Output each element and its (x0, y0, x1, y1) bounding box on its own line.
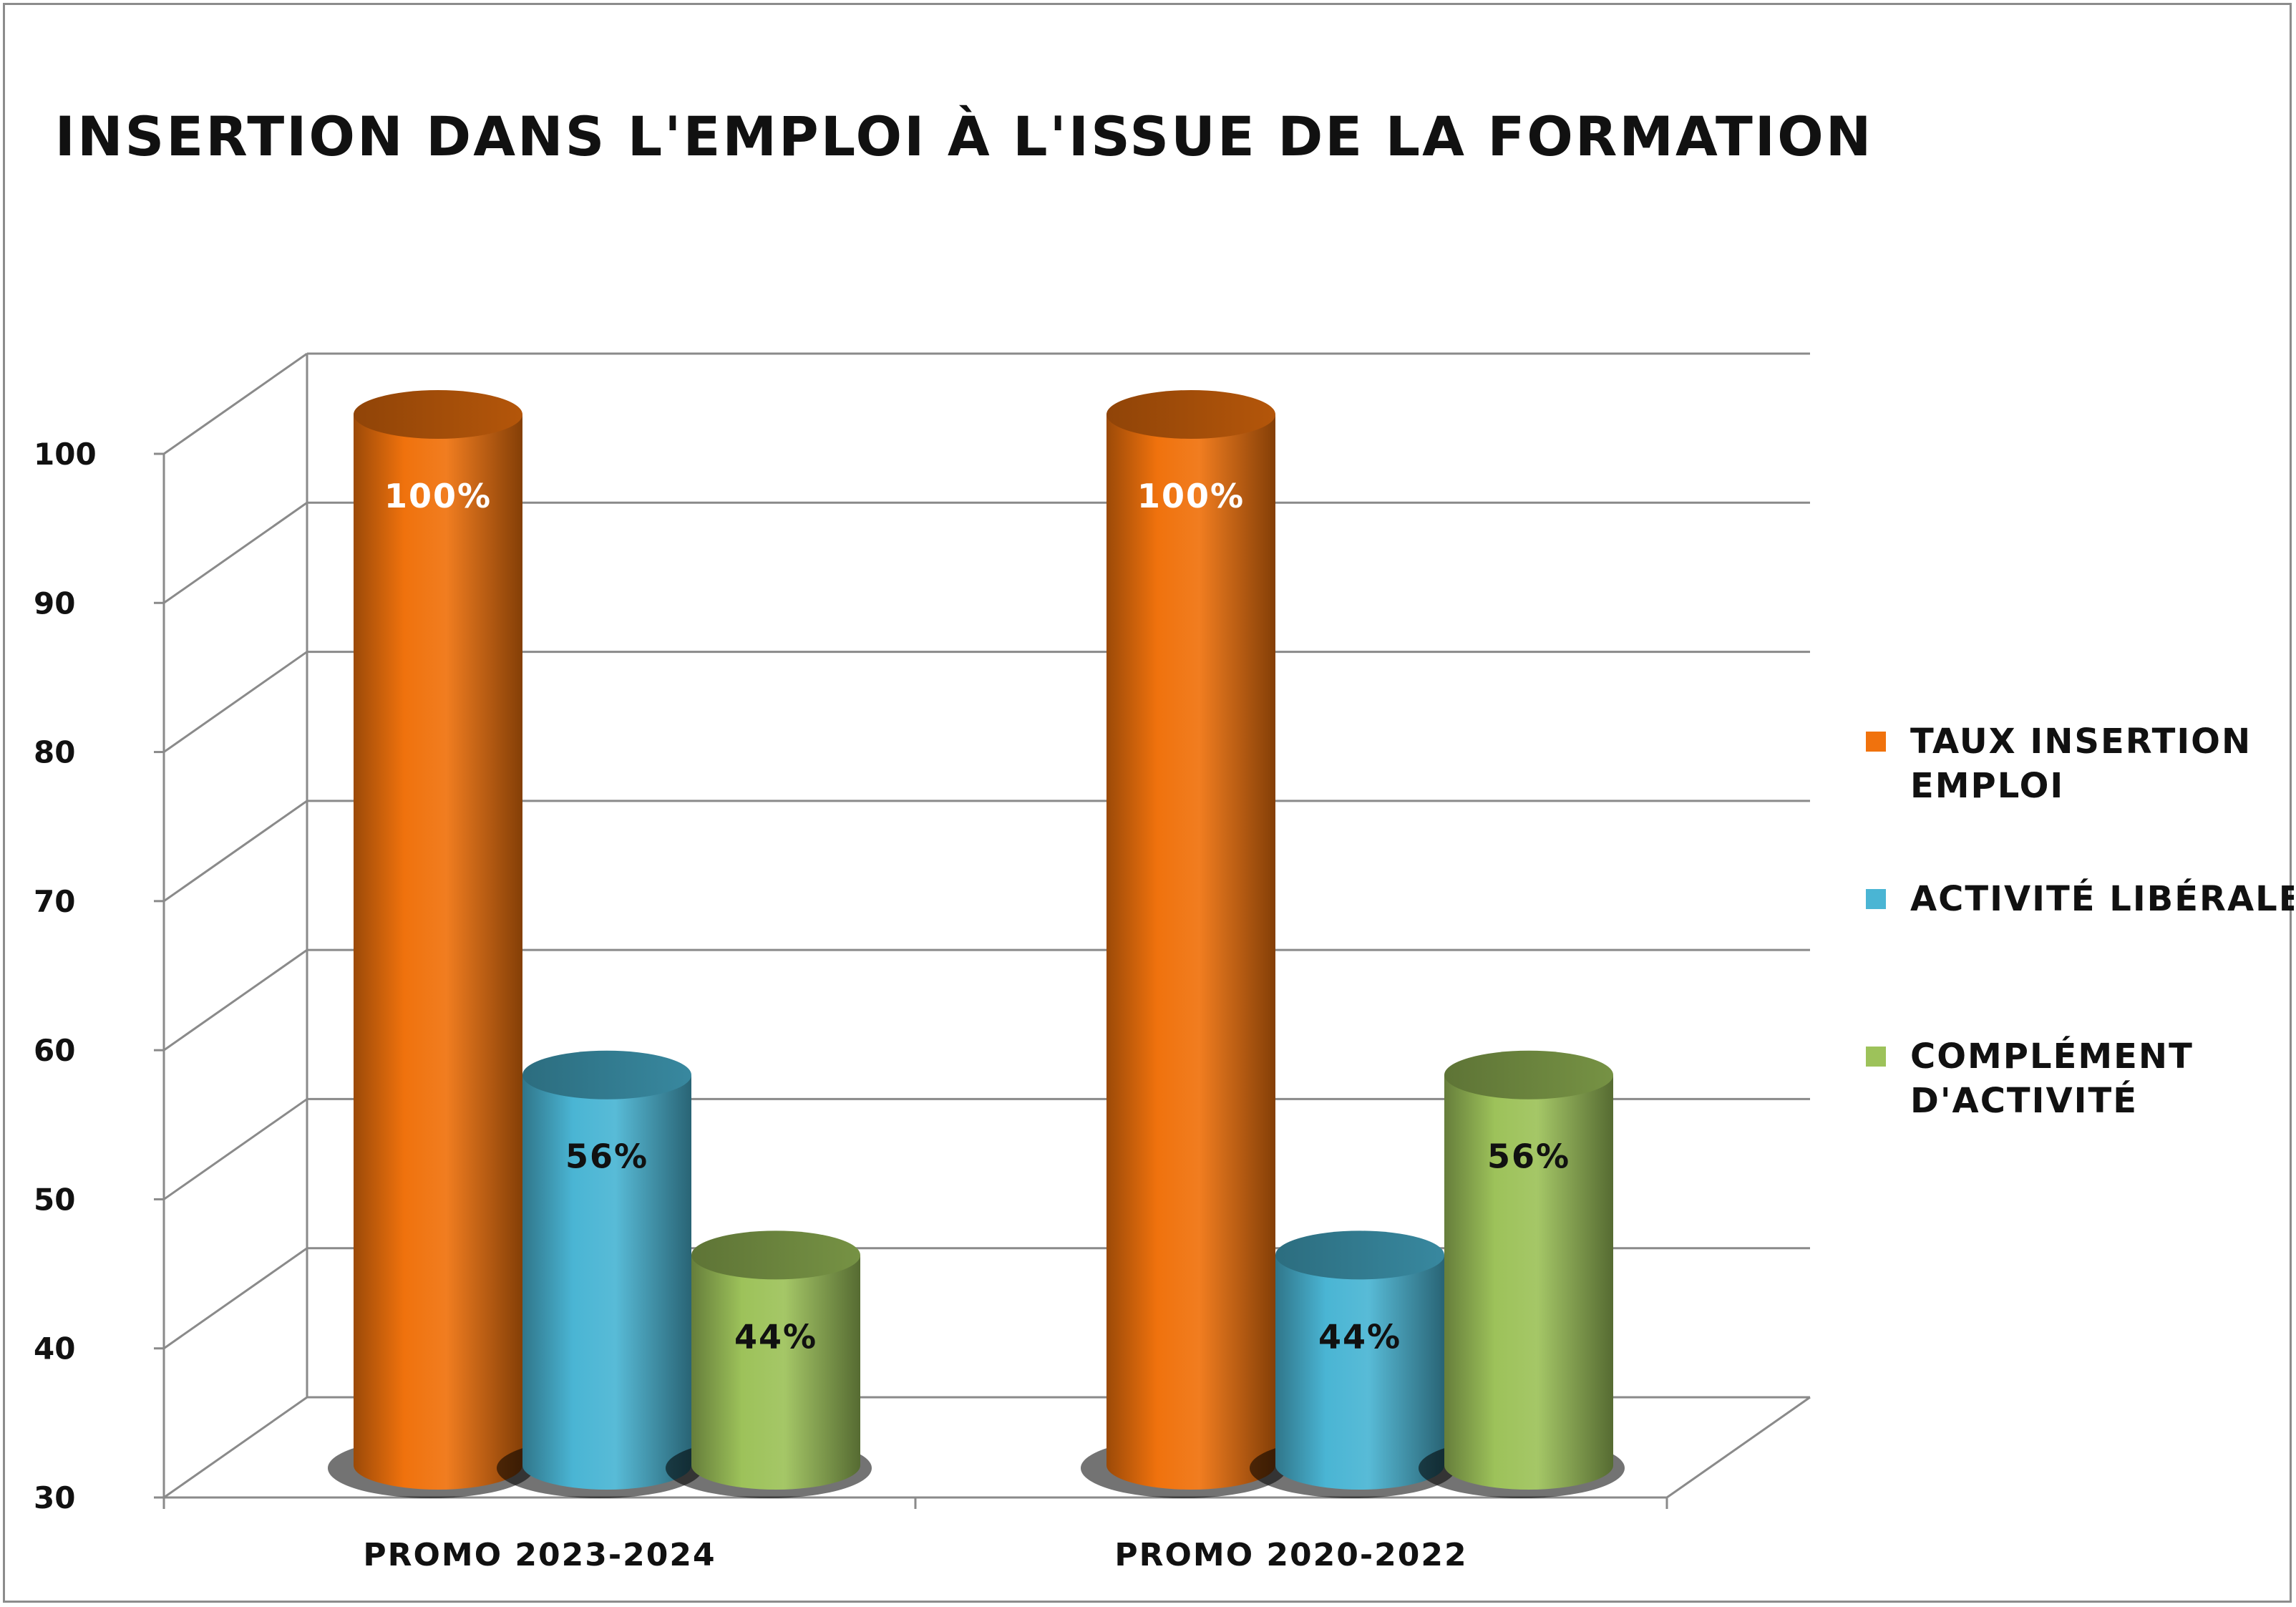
legend-swatch (1866, 732, 1886, 752)
gridline (163, 948, 1810, 1052)
bar-layer: 100% 56% 44% 100% 44% 56% (328, 390, 1625, 1498)
x-category-label: PROMO 2023-2024 (363, 1537, 716, 1573)
bar: 100% (328, 390, 534, 1498)
data-label: 56% (565, 1137, 648, 1176)
y-tick-label: 60 (34, 1033, 75, 1068)
legend-swatch (1866, 889, 1886, 909)
data-label: 56% (1487, 1137, 1570, 1176)
legend-item: ACTIVITÉ LIBÉRALE (1866, 878, 2294, 919)
gridline (163, 651, 1810, 753)
axis-layer: 30 40 50 60 70 80 90 100 PROMO 2023-2024 PROMO 20… (34, 354, 1811, 1573)
chart-title: INSERTION DANS L'EMPLOI À L'ISSUE DE LA … (55, 105, 1874, 168)
y-tick-label: 50 (34, 1182, 75, 1217)
legend-label: D'ACTIVITÉ (1910, 1080, 2138, 1121)
legend-label: EMPLOI (1910, 766, 2064, 806)
data-label: 100% (384, 477, 492, 515)
chart-frame: INSERTION DANS L'EMPLOI À L'ISSUE DE LA … (3, 3, 2294, 1603)
floor-right-edge (1666, 1396, 1811, 1499)
gridline (163, 800, 1810, 903)
x-category-label: PROMO 2020-2022 (1114, 1537, 1467, 1573)
y-tick-label: 80 (34, 735, 75, 770)
legend-label: COMPLÉMENT (1910, 1036, 2194, 1077)
bar: 56% (497, 1050, 703, 1498)
legend-label: ACTIVITÉ LIBÉRALE (1910, 878, 2294, 919)
data-label: 44% (1318, 1317, 1401, 1356)
legend-label: TAUX INSERTION (1910, 722, 2252, 762)
bar: 44% (666, 1230, 872, 1498)
data-label: 44% (734, 1317, 817, 1356)
y-tick-label: 70 (34, 884, 75, 919)
chart-svg: INSERTION DANS L'EMPLOI À L'ISSUE DE LA … (34, 105, 2294, 1573)
gridline (163, 501, 1810, 604)
bar: 100% (1081, 390, 1287, 1498)
y-tick-label: 90 (34, 586, 75, 621)
bar: 56% (1419, 1050, 1625, 1498)
legend-swatch (1866, 1047, 1886, 1067)
y-tick-label: 30 (34, 1480, 75, 1515)
bar: 44% (1250, 1230, 1456, 1498)
y-tick-label: 40 (34, 1331, 75, 1366)
gridline (163, 352, 1810, 455)
y-tick-label: 100 (34, 437, 97, 472)
data-label: 100% (1137, 477, 1245, 515)
